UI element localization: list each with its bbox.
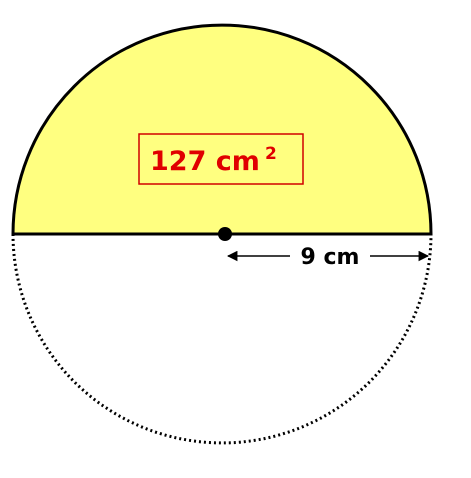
area-label: 127 cm 2: [150, 144, 277, 177]
radius-label: 9 cm: [301, 245, 360, 270]
area-label-box: [138, 133, 304, 185]
shaded-semicircle: [11, 23, 433, 236]
dotted-lower-semicircle: [11, 233, 433, 445]
center-dot: [218, 227, 232, 241]
area-exponent: 2: [265, 144, 277, 164]
area-value: 127 cm: [150, 146, 260, 177]
